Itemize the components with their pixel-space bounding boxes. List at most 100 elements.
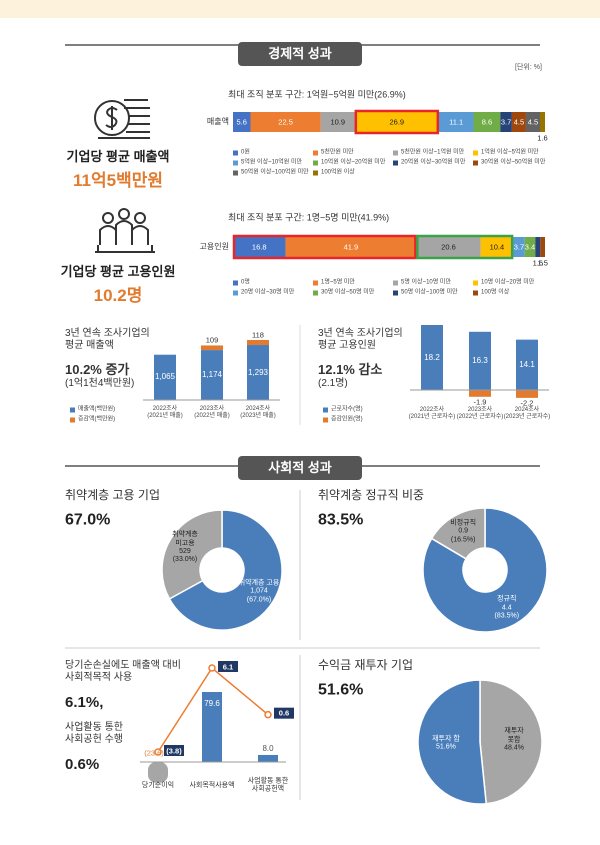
legend-swatch: [473, 290, 478, 296]
value-label: 3.7: [513, 242, 525, 252]
label-box: [218, 661, 238, 672]
legend-swatch: [70, 417, 75, 423]
value-label: 6.1: [222, 662, 234, 671]
value-label: 20.6: [441, 242, 456, 252]
section-header: 경제적 성과: [238, 42, 362, 66]
value-label: 10.4: [489, 242, 505, 252]
slice-label-line: 취약계층 미고용: [172, 531, 198, 547]
bar: [516, 390, 538, 398]
bar-segment: [438, 112, 474, 132]
slice-label-line: (67.0%): [246, 596, 272, 604]
headline: 0.6%: [65, 756, 100, 773]
label-box: [164, 745, 184, 756]
legend-label: 0원: [241, 149, 250, 156]
bar-segment: [535, 237, 541, 257]
legend-swatch: [393, 290, 398, 296]
slice-label-line: (83.5%): [494, 612, 520, 620]
slice-label: 취약계층 미고용 529 (33.0%): [172, 531, 198, 565]
bar-segment: [233, 237, 286, 257]
bar-segment: [473, 112, 501, 132]
value-label: 5.6: [236, 117, 247, 127]
slice: [430, 507, 486, 560]
headline: 83.5%: [318, 511, 364, 529]
legend-label: 증감액(백만원): [78, 416, 116, 423]
legend-label: 5천만원 미만: [321, 149, 354, 156]
legend-label: 증감인원(명): [331, 416, 363, 423]
value-label: -1.9: [473, 397, 487, 407]
slice-label-line: 4.4: [501, 604, 512, 612]
legend-label: 100명 이상: [481, 289, 510, 296]
value-label: 22.5: [278, 117, 293, 127]
value-label: 18.2: [424, 352, 440, 362]
value-label: (3.8): [166, 746, 182, 755]
chart-title: 기업당 평균 고용인원: [60, 264, 176, 280]
legend-swatch: [233, 290, 238, 296]
slice-label-line: 529: [179, 548, 191, 556]
slice-label-line: 정규직: [497, 595, 517, 603]
slice-label: 정규직 4.4 (83.5%): [495, 596, 520, 621]
chart-title: 기업당 평균 매출액: [66, 149, 170, 165]
value-label: 79.6: [204, 699, 220, 709]
headline: 12.1% 감소: [318, 362, 383, 377]
value-label: 14.1: [519, 360, 535, 370]
legend-label: 매출액(백만원): [78, 406, 116, 413]
slice-label: 비정규직 0.9 (16.5%): [450, 519, 476, 544]
bar-segment: [285, 237, 417, 257]
legend-label: 10명 이상~20명 미만: [481, 279, 535, 286]
value-label: 4.5: [513, 117, 525, 127]
line-point: [208, 664, 216, 672]
slice-label: 취약계층 고용 1,074 (67.0%): [239, 579, 280, 604]
headline: 51.6%: [318, 681, 364, 699]
line-point: [264, 710, 272, 719]
legend-swatch: [393, 160, 398, 166]
legend-swatch: [473, 160, 478, 166]
subtitle: 최대 조직 분포 구간: 1억원~5억원 미만(26.9%): [228, 89, 406, 100]
legend-label: 5천만원 이상~1억원 미만: [401, 149, 465, 156]
value-label: 26.9: [389, 117, 405, 127]
value-label: 1.6: [537, 133, 548, 143]
chart-title: 취약계층 정규직 비중: [318, 487, 425, 502]
value-label: 1.5: [537, 258, 548, 268]
bar: [469, 331, 491, 390]
bar-segment: [416, 237, 481, 257]
legend-swatch: [313, 150, 318, 156]
legend-label: 30명 이상~50명 미만: [321, 289, 375, 296]
people-icon: [95, 208, 155, 253]
x-tick-label: 2024조사 (2023년 매출): [240, 405, 276, 419]
legend-swatch: [323, 407, 328, 413]
category-label: 매출액: [206, 117, 229, 127]
slice: [168, 509, 283, 631]
x-tick-label: 2022조사 (2021년 매출): [147, 405, 183, 419]
section-header: 사회적 성과: [238, 456, 362, 480]
highlight-box: [416, 234, 514, 260]
note: (2.1명): [318, 378, 348, 389]
bar: [154, 354, 176, 400]
slice-label-line: 재투자 못함: [504, 727, 524, 744]
value-label: 10.9: [330, 117, 346, 127]
legend-label: 5명 이상~10명 미만: [401, 279, 451, 286]
legend-label: 5억원 이상~10억원 미만: [241, 159, 303, 166]
coin-icon: [94, 99, 150, 139]
bar: [201, 345, 223, 351]
chart-title: 수익금 재투자 기업: [318, 657, 413, 672]
slice-label-line: 취약계층 고용: [238, 579, 280, 587]
bar-segment: [320, 112, 355, 132]
value-label: 41.9: [343, 242, 359, 252]
value-label: (23.6): [144, 748, 164, 758]
slice: [161, 509, 223, 600]
bar-segment: [250, 112, 321, 132]
legend-label: 50억원 이상~100억원 미만: [241, 169, 309, 176]
chart-title: 사업활동 통한 사회공헌 수행: [65, 722, 123, 745]
slice-label-line: 재투자 함: [432, 735, 460, 743]
bar-segment: [511, 112, 526, 132]
note: (1억1천4백만원): [65, 378, 135, 389]
slice-label-line: (33.0%): [172, 556, 198, 564]
legend-swatch: [233, 150, 238, 156]
value-label: 8.0: [262, 744, 274, 754]
subtitle: 최대 조직 분포 구간: 1명~5명 미만(41.9%): [228, 212, 390, 223]
legend-label: 0명: [241, 279, 250, 286]
x-tick-label: 2023조사 (2022년 매출): [194, 405, 230, 419]
bar: [258, 754, 278, 762]
bar: [469, 390, 491, 397]
